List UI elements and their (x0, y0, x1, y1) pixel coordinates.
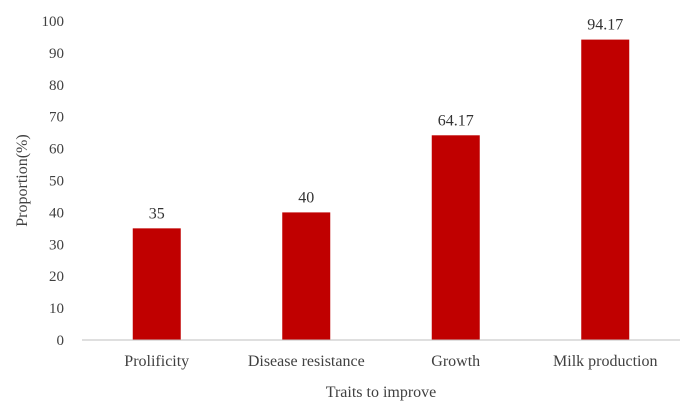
y-tick-label: 40 (49, 205, 64, 221)
x-tick-label: Milk production (553, 353, 657, 370)
y-tick-label: 30 (49, 237, 64, 253)
bar (431, 135, 480, 340)
bars (132, 39, 630, 341)
y-tick-label: 70 (49, 110, 64, 126)
y-tick-label: 20 (49, 269, 64, 285)
bar (132, 228, 181, 340)
data-label: 35 (149, 205, 165, 222)
x-axis-category-labels: Prolificity Disease resistance Growth Milk … (124, 353, 657, 370)
data-label: 94.17 (587, 17, 623, 34)
x-axis-title: Traits to improve (326, 384, 437, 401)
y-tick-label: 10 (49, 301, 64, 317)
data-label: 64.17 (438, 112, 474, 129)
bar (581, 39, 630, 341)
y-tick-label: 60 (49, 142, 64, 158)
y-tick-label: 50 (49, 174, 64, 190)
y-tick-label: 100 (42, 14, 65, 30)
y-tick-label: 0 (57, 333, 65, 349)
data-labels: 35 40 64.17 94.17 (149, 17, 624, 223)
x-tick-label: Prolificity (124, 353, 189, 370)
y-axis-ticks: 0 10 20 30 40 50 60 70 80 90 100 (42, 14, 65, 349)
data-label: 40 (298, 189, 314, 206)
y-axis-title: Proportion(%) (14, 134, 31, 226)
y-tick-label: 90 (49, 46, 64, 62)
bar (282, 212, 331, 340)
x-tick-label: Growth (431, 353, 480, 370)
x-tick-label: Disease resistance (248, 353, 365, 370)
y-tick-label: 80 (49, 78, 64, 94)
